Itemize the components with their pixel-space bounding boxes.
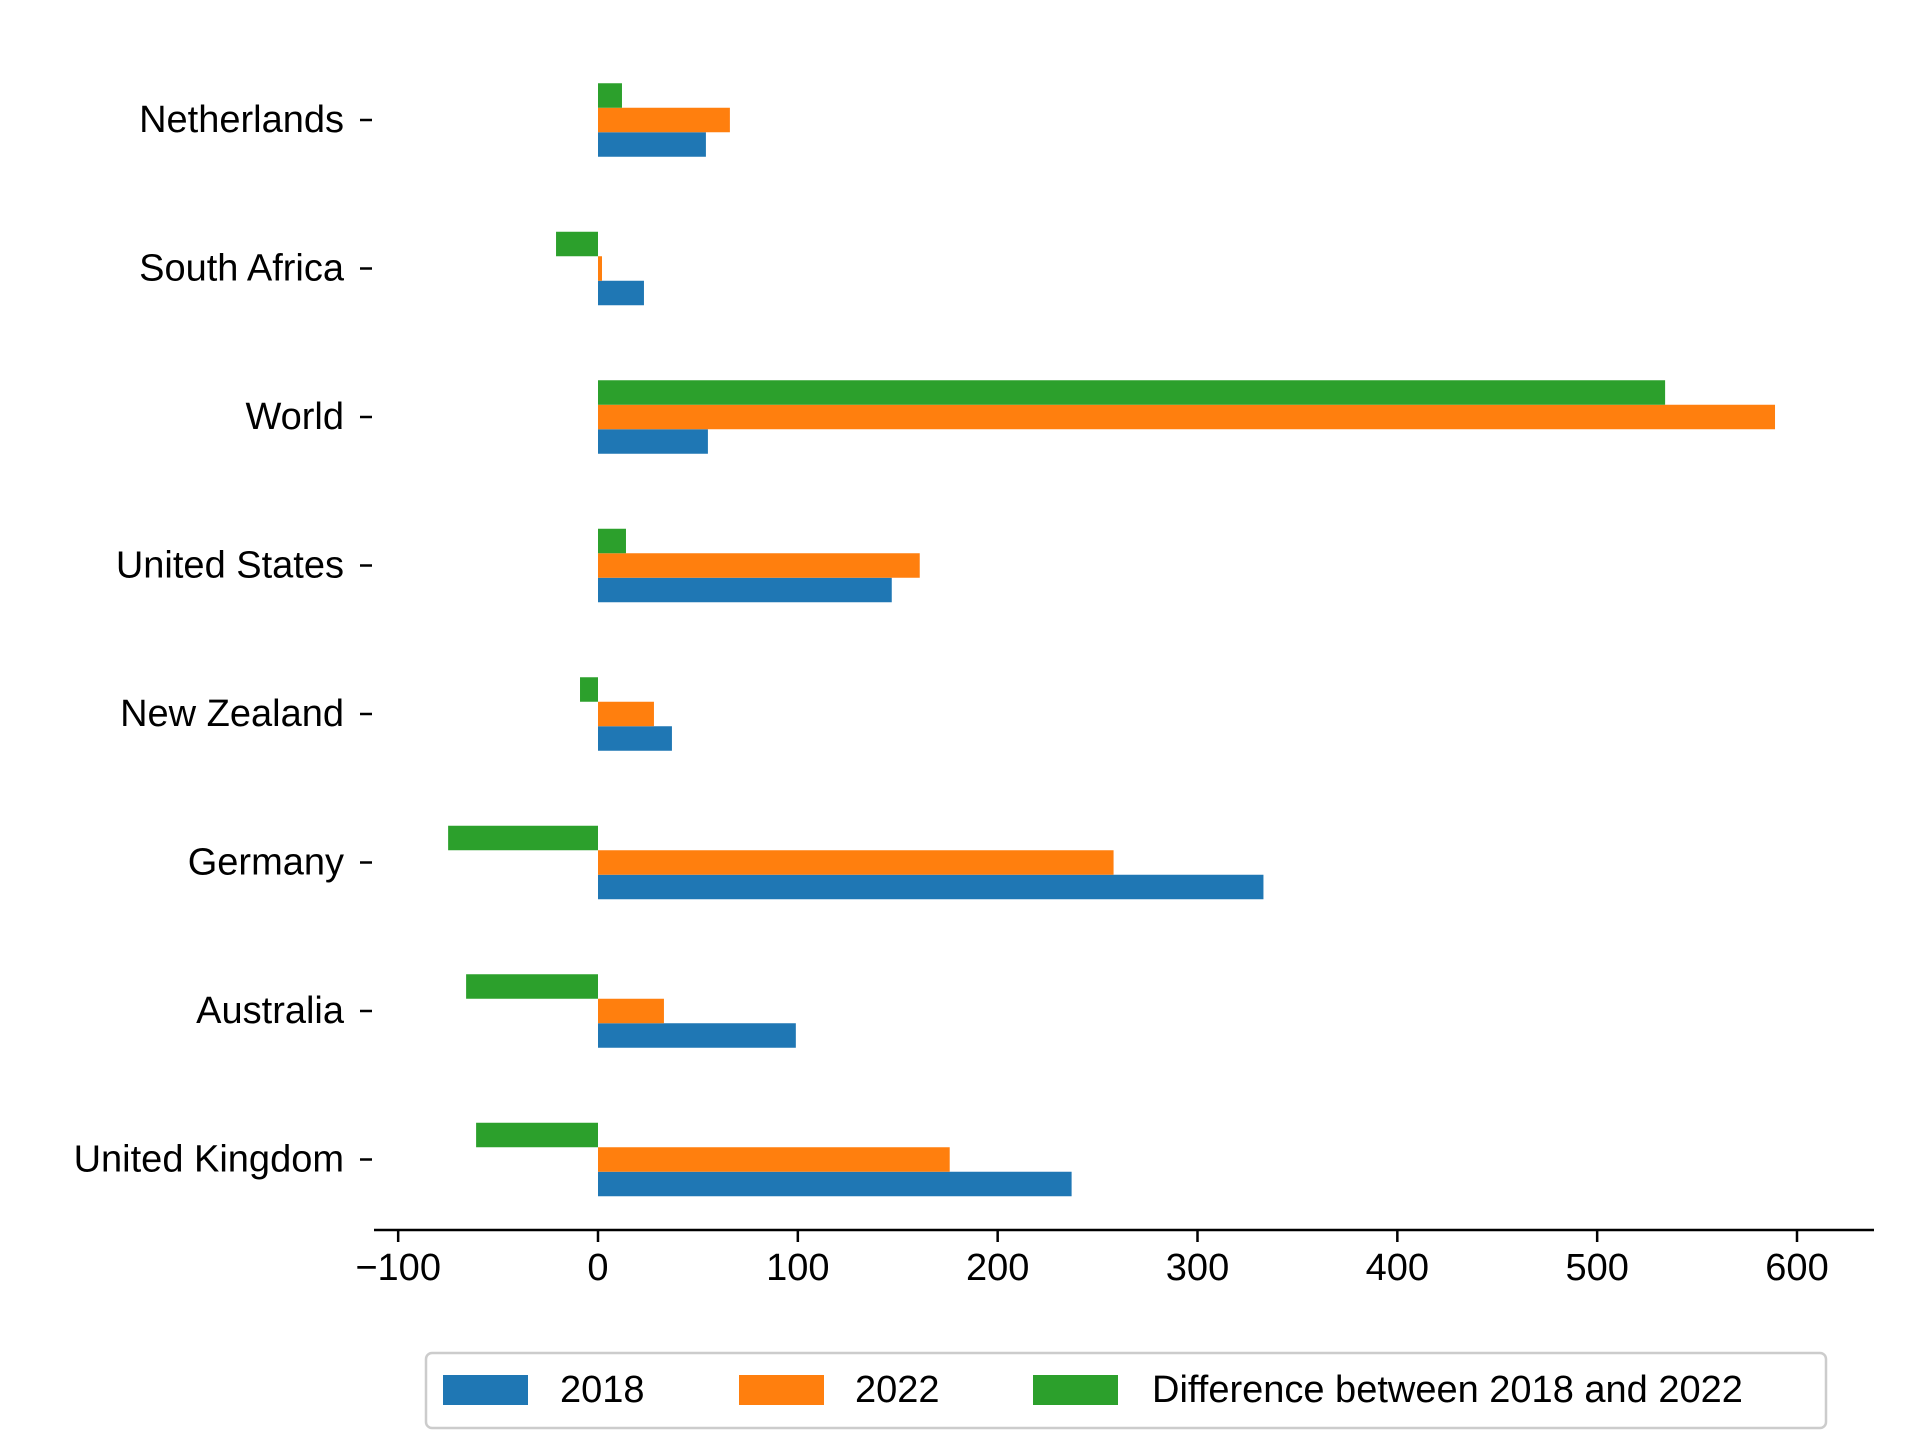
legend-swatch-difference-between-2018-and-2022: [1033, 1375, 1118, 1405]
bar-new-zealand-2018: [598, 726, 672, 751]
legend-swatch-2018: [443, 1375, 528, 1405]
y-tick-label-united-kingdom: United Kingdom: [74, 1139, 344, 1181]
x-tick-label-1: 0: [587, 1247, 608, 1289]
y-tick-label-netherlands: Netherlands: [139, 99, 344, 141]
bar-australia-difference-between-2018-and-2022: [466, 974, 598, 999]
legend-box: [424, 1351, 1828, 1430]
bar-netherlands-2022: [598, 107, 730, 133]
bar-south-africa-2018: [598, 280, 644, 306]
x-tick-label-6: 500: [1565, 1247, 1628, 1289]
bar-south-africa-2022: [598, 256, 602, 281]
bar-netherlands-difference-between-2018-and-2022: [598, 83, 622, 108]
y-tick-label-united-states: United States: [116, 545, 344, 587]
bar-germany-2022: [598, 850, 1114, 875]
x-tick-label-7: 600: [1765, 1247, 1828, 1289]
bar-germany-difference-between-2018-and-2022: [448, 825, 598, 851]
x-tick-label-0: −100: [355, 1247, 441, 1289]
bar-united-states-2022: [598, 553, 920, 578]
y-tick-label-new-zealand: New Zealand: [120, 693, 344, 735]
bar-new-zealand-2022: [598, 701, 654, 727]
bar-south-africa-difference-between-2018-and-2022: [556, 231, 598, 257]
x-tick-label-5: 400: [1366, 1247, 1429, 1289]
legend-label-2022: 2022: [855, 1369, 940, 1411]
bar-new-zealand-difference-between-2018-and-2022: [580, 677, 598, 702]
bar-netherlands-2018: [598, 132, 706, 157]
x-tick-label-4: 300: [1166, 1247, 1229, 1289]
bar-australia-2022: [598, 998, 664, 1024]
bar-united-states-2018: [598, 577, 892, 603]
x-tick-label-2: 100: [766, 1247, 829, 1289]
y-tick-label-world: World: [245, 396, 344, 438]
bar-united-kingdom-difference-between-2018-and-2022: [476, 1122, 598, 1148]
y-tick-label-australia: Australia: [196, 990, 345, 1032]
bar-germany-2018: [598, 874, 1264, 900]
y-tick-label-germany: Germany: [188, 842, 344, 884]
bar-australia-2018: [598, 1023, 796, 1048]
legend-label-difference-between-2018-and-2022: Difference between 2018 and 2022: [1152, 1369, 1743, 1411]
legend-swatch-2022: [739, 1375, 824, 1405]
legend-label-2018: 2018: [560, 1369, 645, 1411]
y-tick-label-south-africa: South Africa: [139, 248, 345, 290]
bar-world-difference-between-2018-and-2022: [598, 380, 1666, 405]
bar-world-2022: [598, 404, 1776, 430]
bar-united-states-difference-between-2018-and-2022: [598, 528, 626, 554]
bar-world-2018: [598, 429, 708, 454]
x-tick-label-3: 200: [966, 1247, 1029, 1289]
bar-united-kingdom-2018: [598, 1171, 1072, 1197]
bar-united-kingdom-2022: [598, 1147, 950, 1172]
